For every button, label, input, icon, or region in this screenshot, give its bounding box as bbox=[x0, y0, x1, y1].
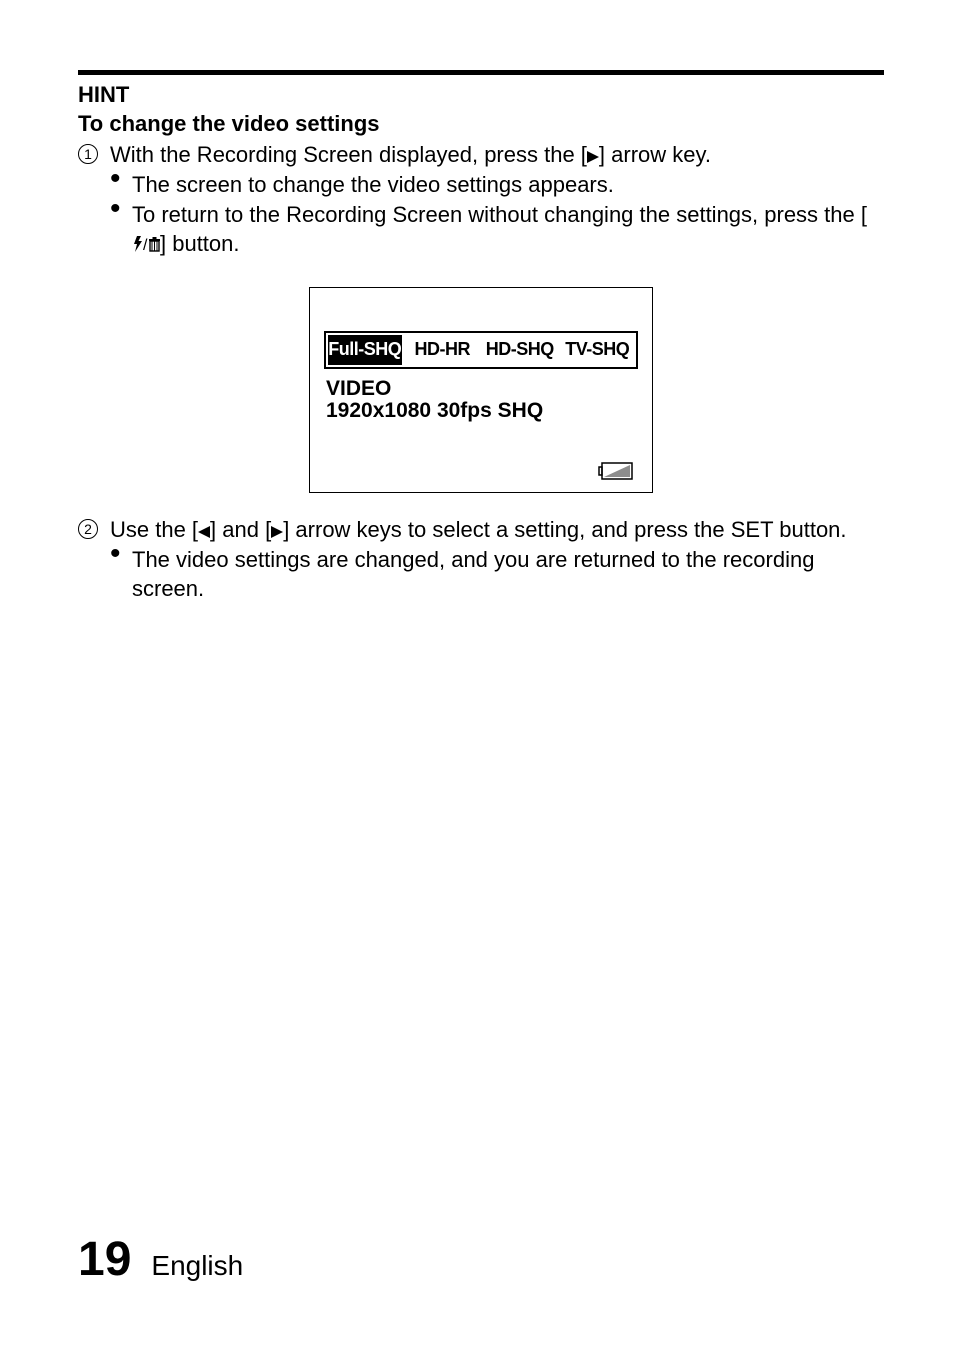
step-2-body: Use the [ ] and [ ] arrow keys to select a… bbox=[110, 515, 884, 545]
hint-heading: HINT bbox=[78, 81, 884, 110]
mode-hd-hr: HD-HR bbox=[406, 335, 480, 365]
bullet-dot: • bbox=[110, 545, 132, 604]
step-1-body: With the Recording Screen displayed, pre… bbox=[110, 140, 884, 170]
right-arrow-icon bbox=[271, 526, 283, 538]
bullet-2-before: To return to the Recording Screen withou… bbox=[132, 202, 867, 227]
circled-1: 1 bbox=[78, 144, 98, 164]
step-1-bullet-2: • To return to the Recording Screen with… bbox=[110, 200, 884, 261]
circled-2: 2 bbox=[78, 519, 98, 539]
language-label: English bbox=[151, 1250, 243, 1282]
video-settings-diagram: Full-SHQ HD-HR HD-SHQ TV-SHQ VIDEO 1920x… bbox=[309, 287, 653, 493]
manual-page: HINT To change the video settings 1 With… bbox=[0, 0, 954, 1345]
step-number-1: 1 bbox=[78, 140, 110, 170]
bullet-dot: • bbox=[110, 200, 132, 261]
step-number-2: 2 bbox=[78, 515, 110, 545]
top-divider bbox=[78, 70, 884, 75]
mode-hd-shq: HD-SHQ bbox=[483, 335, 557, 365]
section-subtitle: To change the video settings bbox=[78, 110, 884, 139]
step-2-text-c: ] arrow keys to select a setting, and pr… bbox=[283, 517, 846, 542]
left-arrow-icon bbox=[198, 526, 210, 538]
step-1: 1 With the Recording Screen displayed, p… bbox=[78, 140, 884, 170]
page-footer: 19 English bbox=[78, 1232, 243, 1287]
step-2: 2 Use the [ ] and [ ] arrow keys to select… bbox=[78, 515, 884, 545]
svg-text:/: / bbox=[143, 237, 148, 253]
flash-trash-icon: / bbox=[132, 231, 160, 261]
battery-icon bbox=[598, 460, 636, 482]
step-2-bullet-text: The video settings are changed, and you … bbox=[132, 545, 884, 604]
step-2-text-a: Use the [ bbox=[110, 517, 198, 542]
diagram-label-resolution: 1920x1080 30fps SHQ bbox=[326, 399, 642, 423]
diagram-label-video: VIDEO bbox=[326, 377, 642, 401]
step-1-text-after: ] arrow key. bbox=[599, 142, 711, 167]
bullet-2-after: ] button. bbox=[160, 231, 240, 256]
mode-full-shq: Full-SHQ bbox=[328, 335, 402, 365]
bullet-2-text: To return to the Recording Screen withou… bbox=[132, 200, 884, 261]
mode-tv-shq: TV-SHQ bbox=[561, 335, 635, 365]
step-2-text-b: ] and [ bbox=[210, 517, 271, 542]
mode-selector-box: Full-SHQ HD-HR HD-SHQ TV-SHQ bbox=[324, 331, 638, 369]
bullet-1-text: The screen to change the video settings … bbox=[132, 170, 884, 200]
right-arrow-icon bbox=[587, 151, 599, 163]
step-2-bullet: • The video settings are changed, and yo… bbox=[110, 545, 884, 604]
page-number: 19 bbox=[78, 1232, 131, 1287]
step-1-text-before: With the Recording Screen displayed, pre… bbox=[110, 142, 587, 167]
step-1-bullet-1: • The screen to change the video setting… bbox=[110, 170, 884, 200]
